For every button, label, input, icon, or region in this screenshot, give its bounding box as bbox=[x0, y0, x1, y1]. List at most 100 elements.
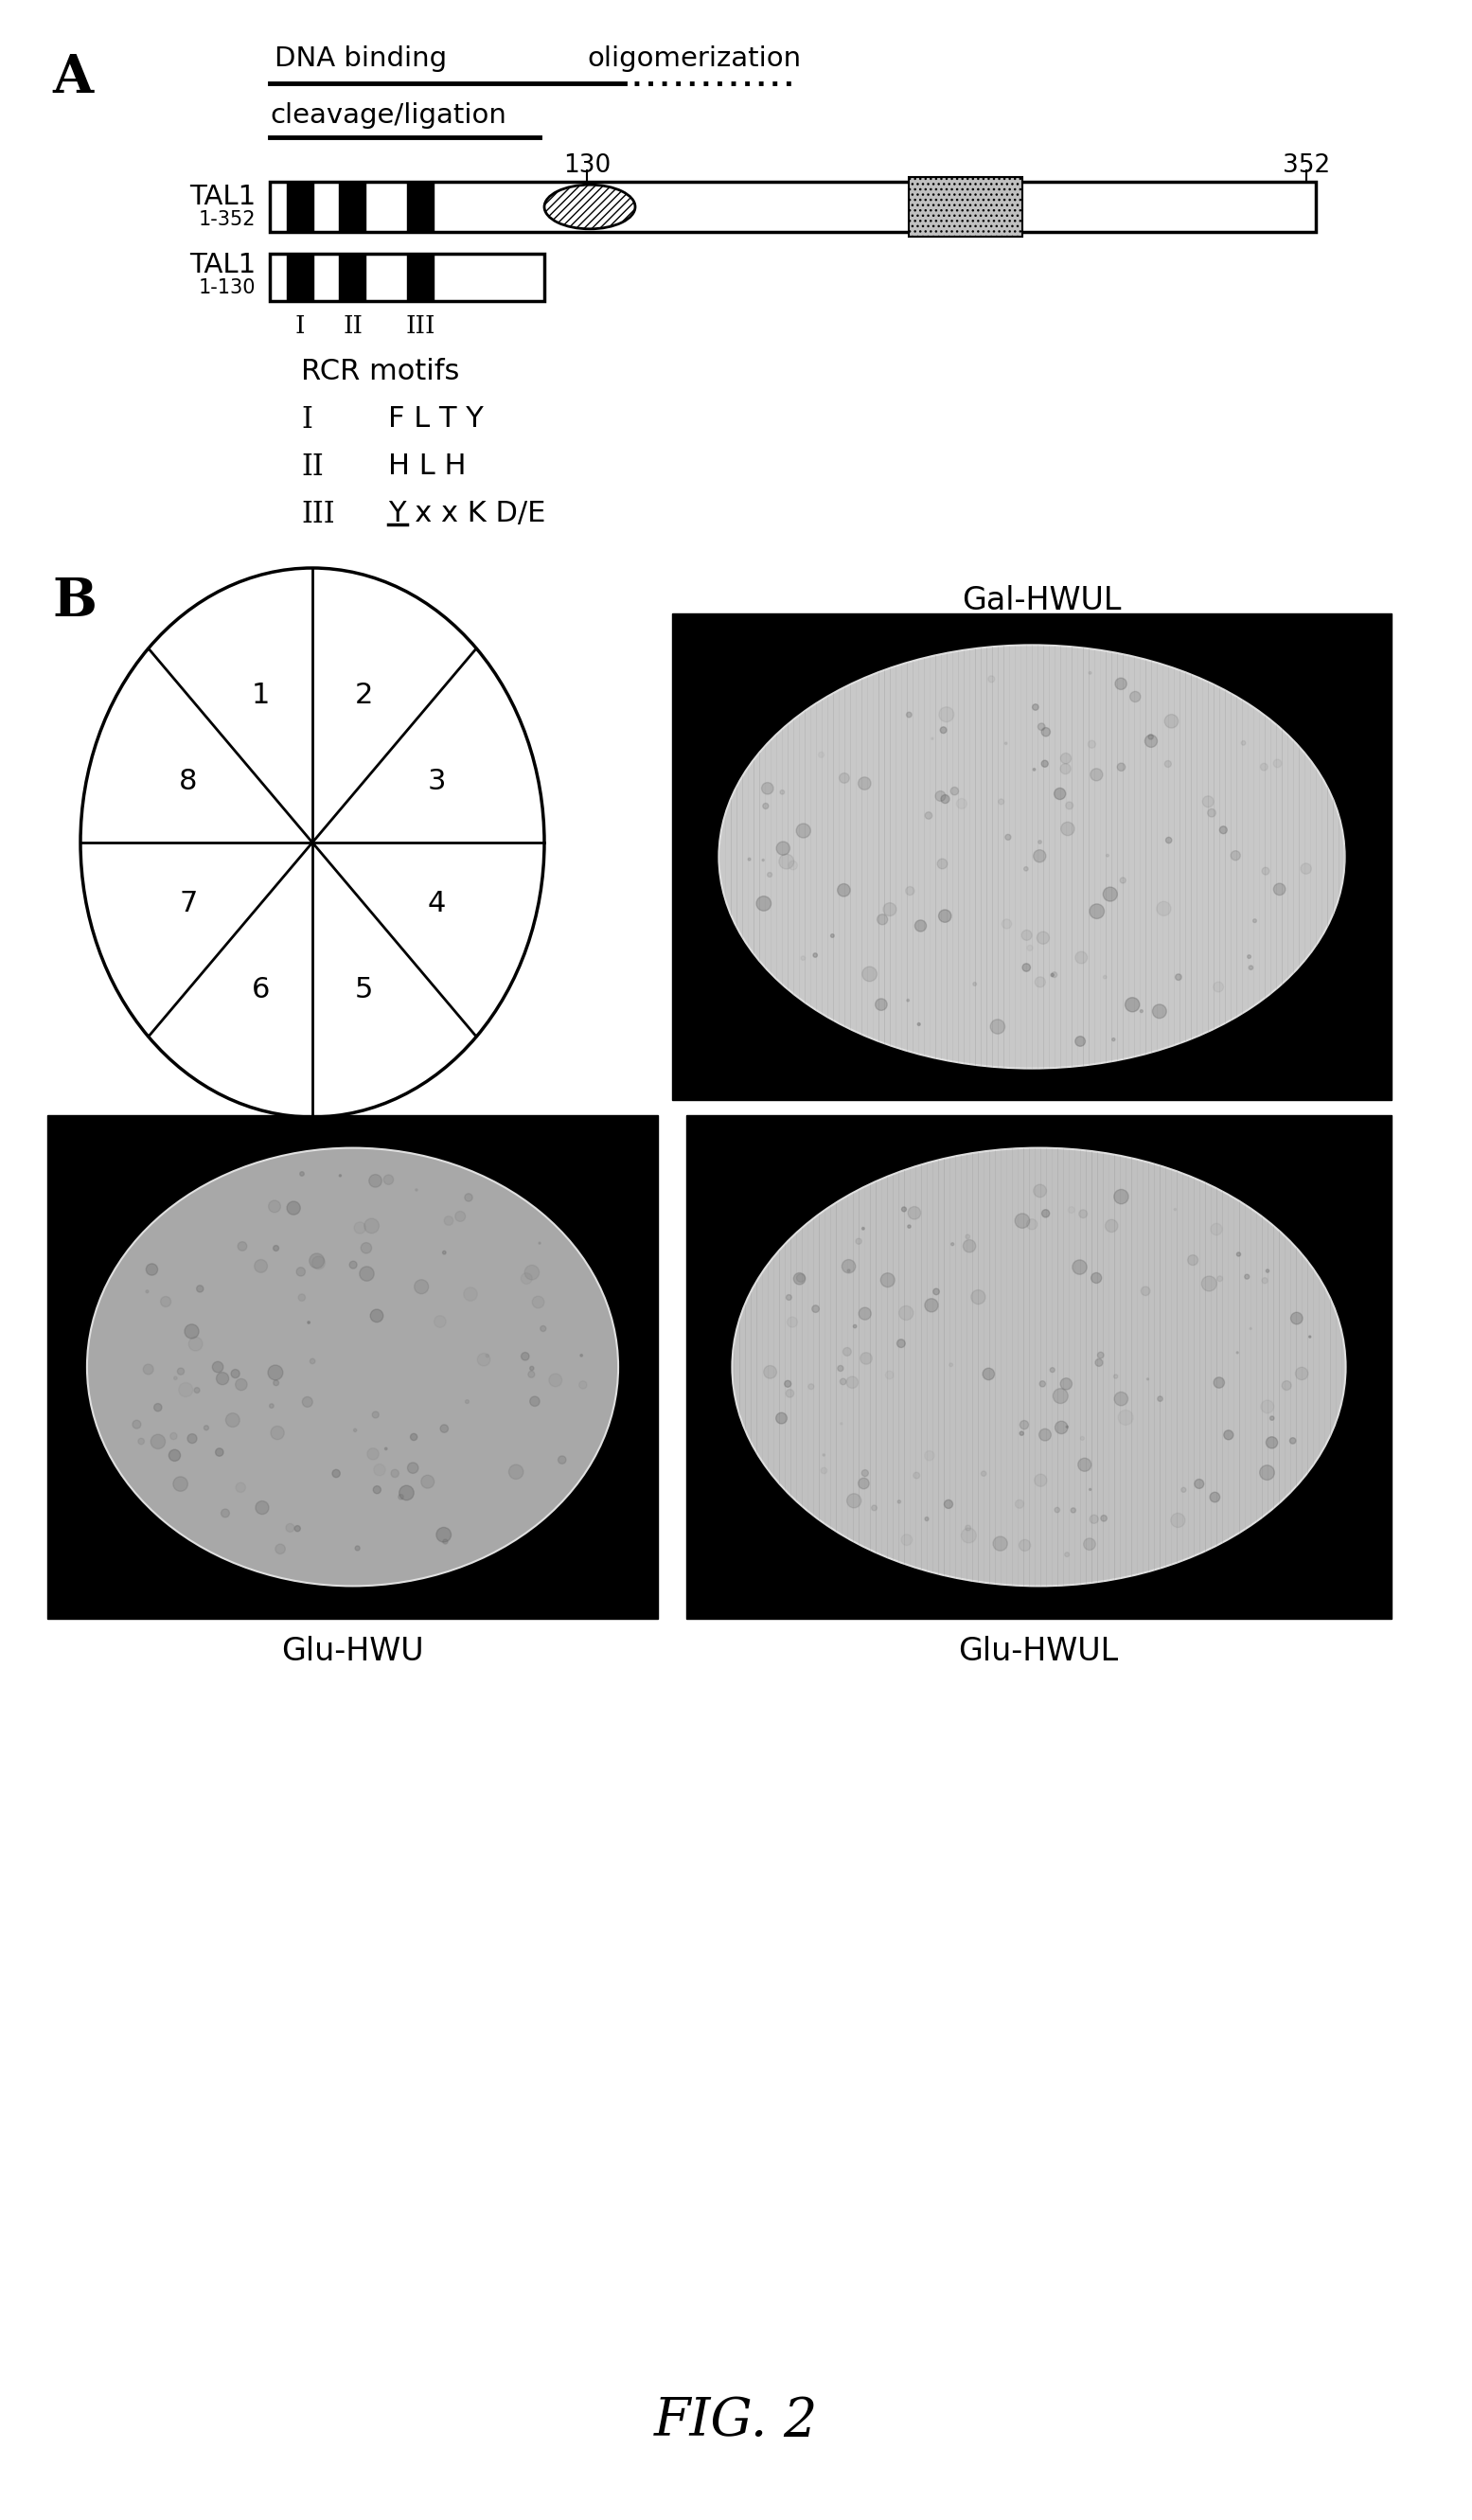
Circle shape bbox=[939, 708, 954, 721]
Circle shape bbox=[187, 1434, 197, 1444]
Circle shape bbox=[905, 887, 914, 895]
Text: III: III bbox=[302, 499, 334, 529]
Polygon shape bbox=[47, 1116, 658, 1618]
Ellipse shape bbox=[718, 645, 1345, 1068]
Circle shape bbox=[1207, 809, 1216, 816]
Circle shape bbox=[197, 1285, 203, 1293]
Circle shape bbox=[757, 897, 771, 910]
Circle shape bbox=[1116, 678, 1126, 690]
Polygon shape bbox=[908, 176, 1023, 237]
Circle shape bbox=[1089, 905, 1104, 920]
Circle shape bbox=[880, 1273, 895, 1288]
Circle shape bbox=[899, 1305, 913, 1320]
Circle shape bbox=[1289, 1439, 1295, 1444]
Circle shape bbox=[155, 1404, 162, 1411]
Circle shape bbox=[793, 1273, 805, 1285]
Circle shape bbox=[933, 1288, 939, 1295]
Circle shape bbox=[1060, 764, 1070, 774]
Circle shape bbox=[1036, 932, 1050, 945]
Circle shape bbox=[177, 1368, 184, 1376]
Circle shape bbox=[1130, 690, 1141, 703]
Circle shape bbox=[399, 1494, 403, 1499]
Circle shape bbox=[443, 1540, 447, 1545]
Circle shape bbox=[296, 1268, 305, 1275]
Circle shape bbox=[302, 1396, 312, 1406]
Circle shape bbox=[871, 1504, 877, 1509]
Circle shape bbox=[841, 1378, 846, 1383]
Circle shape bbox=[1114, 1373, 1117, 1378]
Circle shape bbox=[530, 1366, 534, 1371]
Circle shape bbox=[762, 804, 768, 809]
Circle shape bbox=[171, 1434, 177, 1439]
Circle shape bbox=[440, 1424, 449, 1431]
Circle shape bbox=[486, 1353, 489, 1358]
Circle shape bbox=[854, 1326, 857, 1328]
Text: F L T Y: F L T Y bbox=[389, 406, 483, 433]
Circle shape bbox=[178, 1383, 193, 1396]
Circle shape bbox=[1051, 973, 1054, 978]
Circle shape bbox=[312, 1257, 325, 1270]
Text: I: I bbox=[302, 406, 312, 433]
Circle shape bbox=[1273, 759, 1282, 769]
Circle shape bbox=[1157, 902, 1170, 915]
Circle shape bbox=[521, 1273, 531, 1285]
Circle shape bbox=[436, 1527, 450, 1542]
Circle shape bbox=[443, 1250, 446, 1255]
Text: B: B bbox=[52, 575, 97, 627]
Circle shape bbox=[1213, 1378, 1225, 1389]
Circle shape bbox=[838, 885, 851, 897]
Circle shape bbox=[1148, 733, 1153, 738]
Circle shape bbox=[818, 751, 824, 759]
Circle shape bbox=[957, 799, 967, 809]
Circle shape bbox=[445, 1217, 453, 1225]
Circle shape bbox=[132, 1421, 141, 1429]
Circle shape bbox=[138, 1439, 144, 1444]
Circle shape bbox=[1066, 801, 1073, 809]
Circle shape bbox=[786, 1295, 792, 1300]
Circle shape bbox=[1266, 1436, 1278, 1449]
Circle shape bbox=[1098, 1353, 1104, 1358]
Circle shape bbox=[274, 1245, 278, 1250]
Circle shape bbox=[1054, 789, 1066, 799]
Ellipse shape bbox=[545, 184, 636, 229]
Circle shape bbox=[789, 862, 798, 869]
Circle shape bbox=[1078, 1459, 1091, 1472]
Text: II: II bbox=[343, 315, 364, 338]
Text: 1-130: 1-130 bbox=[199, 277, 256, 297]
Text: 130: 130 bbox=[564, 154, 611, 179]
Circle shape bbox=[1079, 1210, 1088, 1217]
Circle shape bbox=[877, 915, 888, 925]
Circle shape bbox=[255, 1260, 268, 1273]
Circle shape bbox=[966, 1525, 972, 1530]
Circle shape bbox=[434, 1315, 446, 1328]
Circle shape bbox=[1220, 827, 1228, 834]
Circle shape bbox=[1023, 963, 1030, 973]
Circle shape bbox=[421, 1474, 434, 1489]
Circle shape bbox=[1262, 1401, 1273, 1414]
Circle shape bbox=[1157, 1396, 1163, 1401]
Text: cleavage/ligation: cleavage/ligation bbox=[269, 103, 506, 129]
Text: RCR motifs: RCR motifs bbox=[302, 358, 459, 386]
Circle shape bbox=[917, 1023, 920, 1026]
Circle shape bbox=[1210, 1222, 1222, 1235]
Circle shape bbox=[1295, 1368, 1309, 1381]
Circle shape bbox=[353, 1429, 356, 1431]
Circle shape bbox=[509, 1464, 524, 1479]
Circle shape bbox=[1145, 736, 1157, 748]
Circle shape bbox=[369, 1174, 381, 1187]
Circle shape bbox=[146, 1290, 149, 1293]
Circle shape bbox=[1052, 1389, 1069, 1404]
Circle shape bbox=[949, 1363, 952, 1366]
Circle shape bbox=[169, 1449, 181, 1462]
Text: 1: 1 bbox=[252, 683, 269, 708]
Circle shape bbox=[359, 1268, 374, 1280]
Circle shape bbox=[184, 1323, 199, 1338]
Text: 6: 6 bbox=[252, 975, 269, 1003]
Text: 5: 5 bbox=[355, 975, 372, 1003]
Circle shape bbox=[1104, 975, 1107, 978]
Circle shape bbox=[268, 1200, 281, 1212]
Circle shape bbox=[761, 784, 773, 794]
Circle shape bbox=[913, 1472, 920, 1479]
Circle shape bbox=[1014, 1215, 1029, 1227]
Circle shape bbox=[861, 1469, 868, 1477]
